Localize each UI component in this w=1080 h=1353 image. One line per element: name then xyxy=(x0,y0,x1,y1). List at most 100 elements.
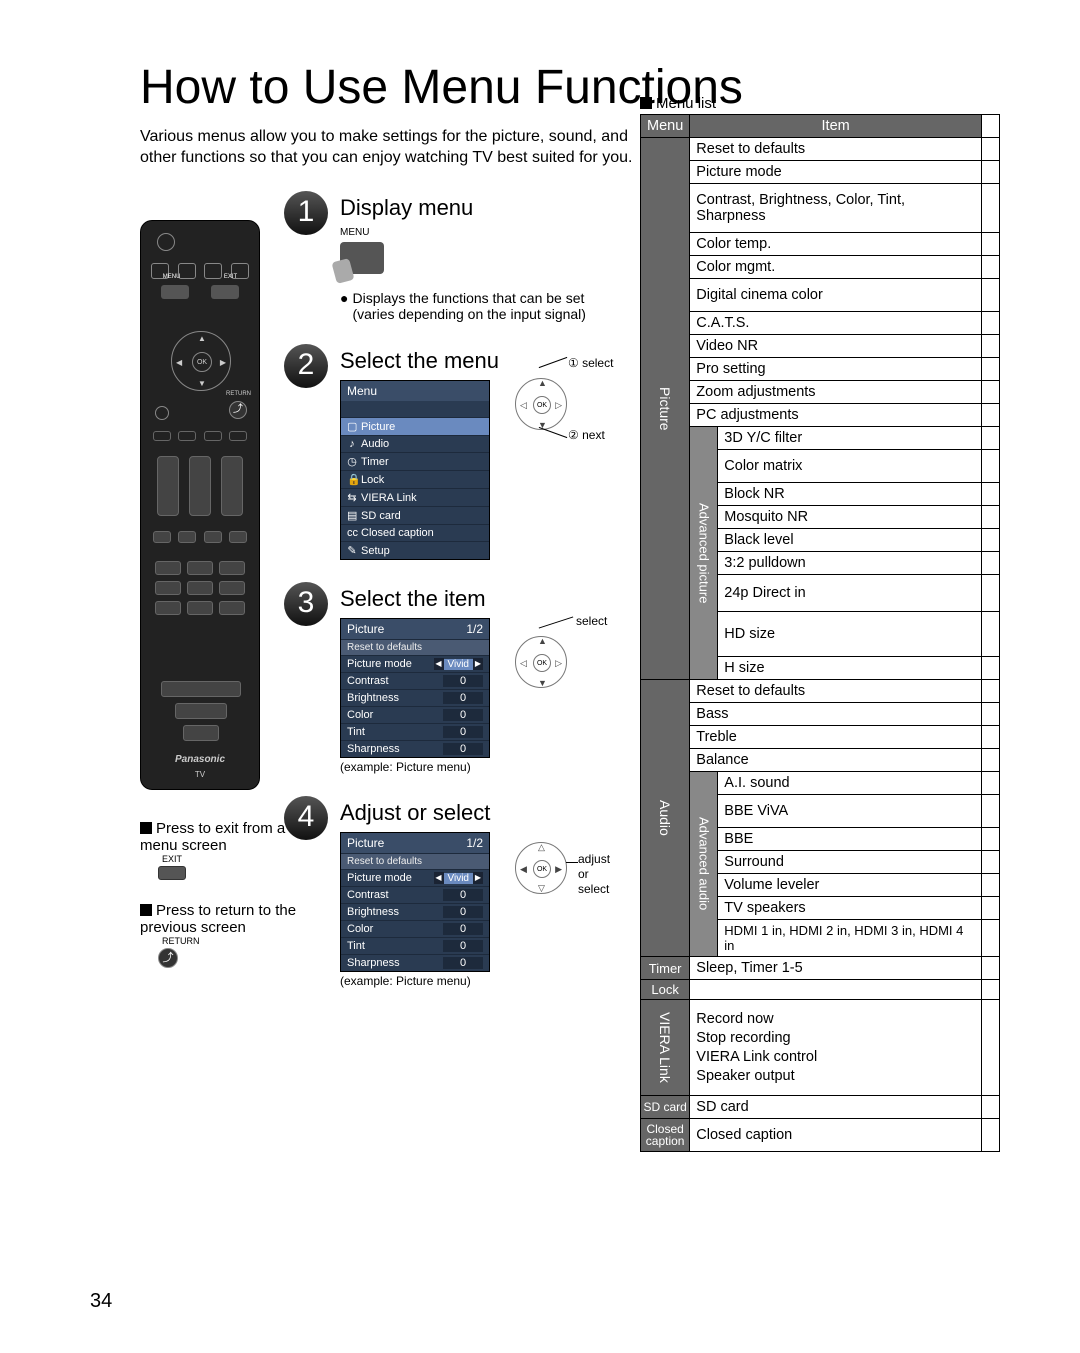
osd-value: 0 xyxy=(443,889,483,901)
step-desc: Displays the functions that can be set (… xyxy=(352,290,620,322)
aux-button[interactable] xyxy=(155,406,169,420)
right-arrow-icon: ▶ xyxy=(220,358,226,367)
bullet-icon xyxy=(140,904,152,916)
osd-item: Brightness xyxy=(347,692,399,704)
small-button[interactable] xyxy=(183,725,219,741)
menu-list: Menu list Menu Item Picture Reset to def… xyxy=(640,95,1000,1152)
remote-return-label: RETURN xyxy=(226,391,251,397)
step-2: 2 Select the menu Menu ▢Picture ♪Audio ◷… xyxy=(290,348,620,560)
return-button[interactable]: ⤴ xyxy=(229,401,247,419)
link-icon: ⇆ xyxy=(347,491,357,504)
anno-next: ② next xyxy=(568,428,605,442)
ml-item: Pro setting xyxy=(690,358,982,381)
ml-item xyxy=(690,980,982,1000)
ml-item: Video NR xyxy=(690,335,982,358)
osd-header: Picture xyxy=(347,622,384,636)
osd-header: Picture xyxy=(347,836,384,850)
intro-text: Various menus allow you to make settings… xyxy=(140,127,660,169)
ml-item: HD size xyxy=(718,612,982,657)
ok-label: OK xyxy=(533,396,551,414)
osd-value: 0 xyxy=(443,692,483,704)
menu-button-icon xyxy=(340,242,384,274)
ml-item: 24p Direct in xyxy=(718,575,982,612)
ml-item: Balance xyxy=(690,749,982,772)
wide-button-1[interactable] xyxy=(161,681,241,697)
step-title: Adjust or select xyxy=(340,800,620,826)
navpad: OK ▲ ▼ ◁ ▷ xyxy=(515,636,567,688)
osd-item: VIERA Link xyxy=(361,492,417,504)
audio-icon: ♪ xyxy=(347,438,357,450)
cat-timer: Timer xyxy=(641,957,690,980)
osd-value: 0 xyxy=(443,957,483,969)
step-title: Select the item xyxy=(340,586,620,612)
ml-item: Treble xyxy=(690,726,982,749)
ml-item: Reset to defaults xyxy=(690,138,982,161)
ok-label: OK xyxy=(533,654,551,672)
col-menu: Menu xyxy=(641,115,690,138)
osd-item: Reset to defaults xyxy=(347,856,422,867)
anno-select: select xyxy=(576,614,607,628)
ml-item: Zoom adjustments xyxy=(690,381,982,404)
osd-item: Reset to defaults xyxy=(347,642,422,653)
ml-item: Digital cinema color xyxy=(690,279,982,312)
ml-item: 3:2 pulldown xyxy=(718,552,982,575)
step-number: 4 xyxy=(284,796,328,840)
menulist-header: Menu list xyxy=(656,95,716,112)
cc-icon: cc xyxy=(347,527,357,539)
osd-item: Contrast xyxy=(347,889,389,901)
color-buttons xyxy=(153,431,247,441)
ml-item: H size xyxy=(718,657,982,680)
osd-item: Picture mode xyxy=(347,658,412,670)
ml-item: Volume leveler xyxy=(718,874,982,897)
osd-value: 0 xyxy=(443,940,483,952)
ml-item: Block NR xyxy=(718,483,982,506)
dpad[interactable]: OK ▲ ▼ ◀ ▶ xyxy=(171,331,231,391)
osd-value: 0 xyxy=(443,906,483,918)
osd-item: Timer xyxy=(361,456,389,468)
remote-exit-label: EXIT xyxy=(224,274,237,280)
osd-item: Sharpness xyxy=(347,743,400,755)
ml-item: HDMI 1 in, HDMI 2 in, HDMI 3 in, HDMI 4 … xyxy=(718,920,982,957)
ml-item: Record now Stop recording VIERA Link con… xyxy=(690,1000,982,1096)
menu-button[interactable] xyxy=(161,285,189,299)
numpad xyxy=(155,561,245,615)
osd-picture: Picture1/2 Reset to defaults Picture mod… xyxy=(340,832,490,972)
example-label: (example: Picture menu) xyxy=(340,760,620,774)
remote-menu-label: MENU xyxy=(163,274,181,280)
cat-viera: VIERA Link xyxy=(641,1000,690,1096)
anno-select: ① select xyxy=(568,356,613,370)
ml-item: Picture mode xyxy=(690,161,982,184)
osd-header: Menu xyxy=(347,384,377,398)
ml-item: A.I. sound xyxy=(718,772,982,795)
ok-button[interactable]: OK xyxy=(192,352,212,372)
ml-item: 3D Y/C filter xyxy=(718,427,982,450)
step-title: Display menu xyxy=(340,195,620,221)
cat-picture: Picture xyxy=(641,138,690,680)
osd-item: Color xyxy=(347,923,373,935)
osd-item: Picture xyxy=(361,421,395,433)
ml-item: Surround xyxy=(718,851,982,874)
osd-menu: Menu ▢Picture ♪Audio ◷Timer 🔒Lock ⇆VIERA… xyxy=(340,380,490,560)
osd-value: 0 xyxy=(443,923,483,935)
cat-lock: Lock xyxy=(641,980,690,1000)
menu-button-label: MENU xyxy=(340,227,620,238)
exit-button[interactable] xyxy=(211,285,239,299)
ml-item: Contrast, Brightness, Color, Tint, Sharp… xyxy=(690,184,982,233)
step-number: 1 xyxy=(284,191,328,235)
osd-value: 0 xyxy=(443,743,483,755)
page-number: 34 xyxy=(90,1290,112,1313)
ml-item: Color temp. xyxy=(690,233,982,256)
left-arrow-icon: ◀ xyxy=(176,358,182,367)
wide-button-2[interactable] xyxy=(175,703,227,719)
button-row-1 xyxy=(153,531,247,543)
menulist-table: Menu Item Picture Reset to defaults Pict… xyxy=(640,114,1000,1152)
osd-item: Contrast xyxy=(347,675,389,687)
osd-value: Vivid xyxy=(444,659,474,670)
bullet-icon xyxy=(140,822,152,834)
ml-item: Reset to defaults xyxy=(690,680,982,703)
osd-item: Setup xyxy=(361,545,390,557)
bullet-icon xyxy=(640,97,652,109)
cat-sd: SD card xyxy=(641,1096,690,1119)
navpad: OK ▲ ▼ ◁ ▷ xyxy=(515,378,567,430)
ok-label: OK xyxy=(533,860,551,878)
